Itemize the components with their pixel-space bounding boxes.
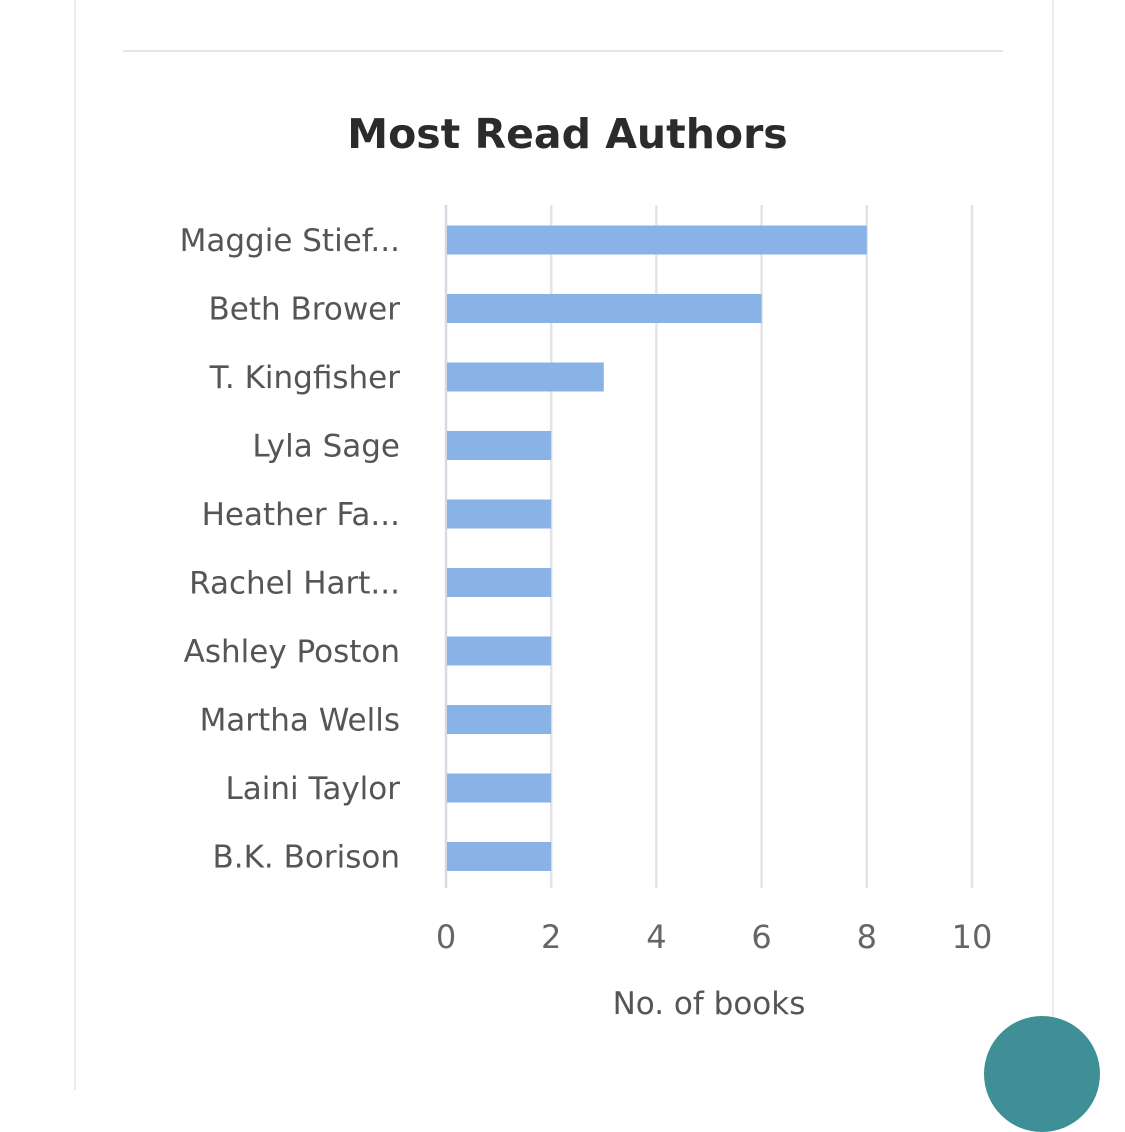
bar: [447, 773, 552, 803]
bar: [447, 499, 552, 529]
x-axis-label: No. of books: [613, 986, 806, 1022]
y-category-label: Beth Brower: [209, 292, 401, 328]
chart-card: [74, 0, 1054, 1090]
bar: [447, 225, 867, 255]
y-category-label: Rachel Hart...: [189, 566, 400, 602]
y-category-label: Maggie Stief...: [180, 223, 400, 259]
bar: [447, 431, 552, 460]
chart-title: Most Read Authors: [347, 110, 788, 158]
x-tick-label: 10: [952, 918, 993, 956]
x-tick-label: 2: [541, 918, 561, 956]
x-tick-label: 8: [857, 918, 877, 956]
bar: [447, 294, 762, 323]
y-category-label: Laini Taylor: [226, 771, 401, 807]
divider: [123, 50, 1003, 52]
x-tick-label: 0: [436, 918, 456, 956]
bar: [447, 842, 552, 871]
y-category-label: Heather Fa...: [202, 497, 400, 533]
y-category-label: Lyla Sage: [252, 429, 400, 465]
x-tick-label: 4: [646, 918, 666, 956]
y-category-label: B.K. Borison: [212, 840, 400, 876]
y-category-label: T. Kingfisher: [209, 360, 401, 396]
bar: [447, 705, 552, 734]
bar: [447, 568, 552, 597]
bar-chart: 0 2 4 6 8 10 Maggie Stief... Beth Brower T. King…: [180, 205, 993, 1022]
y-category-label: Martha Wells: [200, 703, 400, 739]
x-tick-label: 6: [751, 918, 771, 956]
bar: [447, 362, 604, 392]
bar: [447, 636, 552, 666]
y-category-label: Ashley Poston: [184, 634, 400, 670]
floating-action-button[interactable]: [984, 1016, 1100, 1132]
